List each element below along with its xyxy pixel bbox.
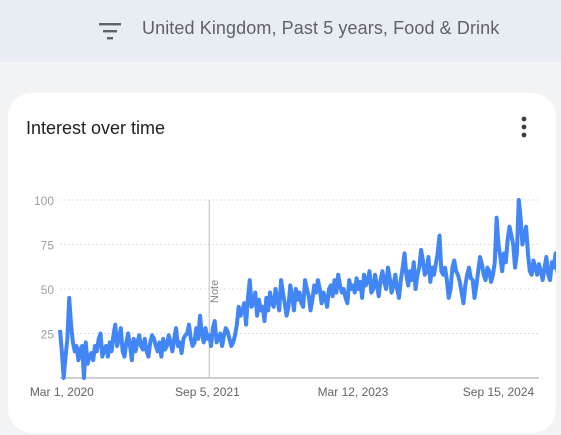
annotation-label: Note: [209, 280, 221, 303]
filter-icon[interactable]: [99, 22, 121, 40]
y-tick-label: 75: [41, 239, 55, 253]
y-tick-label: 50: [41, 283, 55, 297]
y-tick-label: 100: [34, 194, 54, 208]
card-title: Interest over time: [26, 118, 166, 138]
filter-bar[interactable]: United Kingdom, Past 5 years, Food & Dri…: [0, 0, 561, 62]
x-tick-label: Mar 1, 2020: [30, 385, 94, 399]
x-tick-label: Mar 12, 2023: [318, 385, 389, 399]
series-line: [58, 198, 556, 380]
interest-line-chart: 25 50 75 100 Note Mar 1, 2020 Sep 5, 2021 Mar 1…: [30, 194, 556, 399]
interest-over-time-card: Interest over time 25 50 75 100 Note Mar 1, 2…: [8, 93, 556, 433]
filter-summary[interactable]: United Kingdom, Past 5 years, Food & Dri…: [142, 18, 500, 38]
y-tick-label: 25: [41, 328, 55, 342]
x-tick-label: Sep 15, 2024: [463, 385, 535, 399]
x-tick-label: Sep 5, 2021: [175, 385, 240, 399]
more-vert-icon[interactable]: [516, 115, 532, 139]
